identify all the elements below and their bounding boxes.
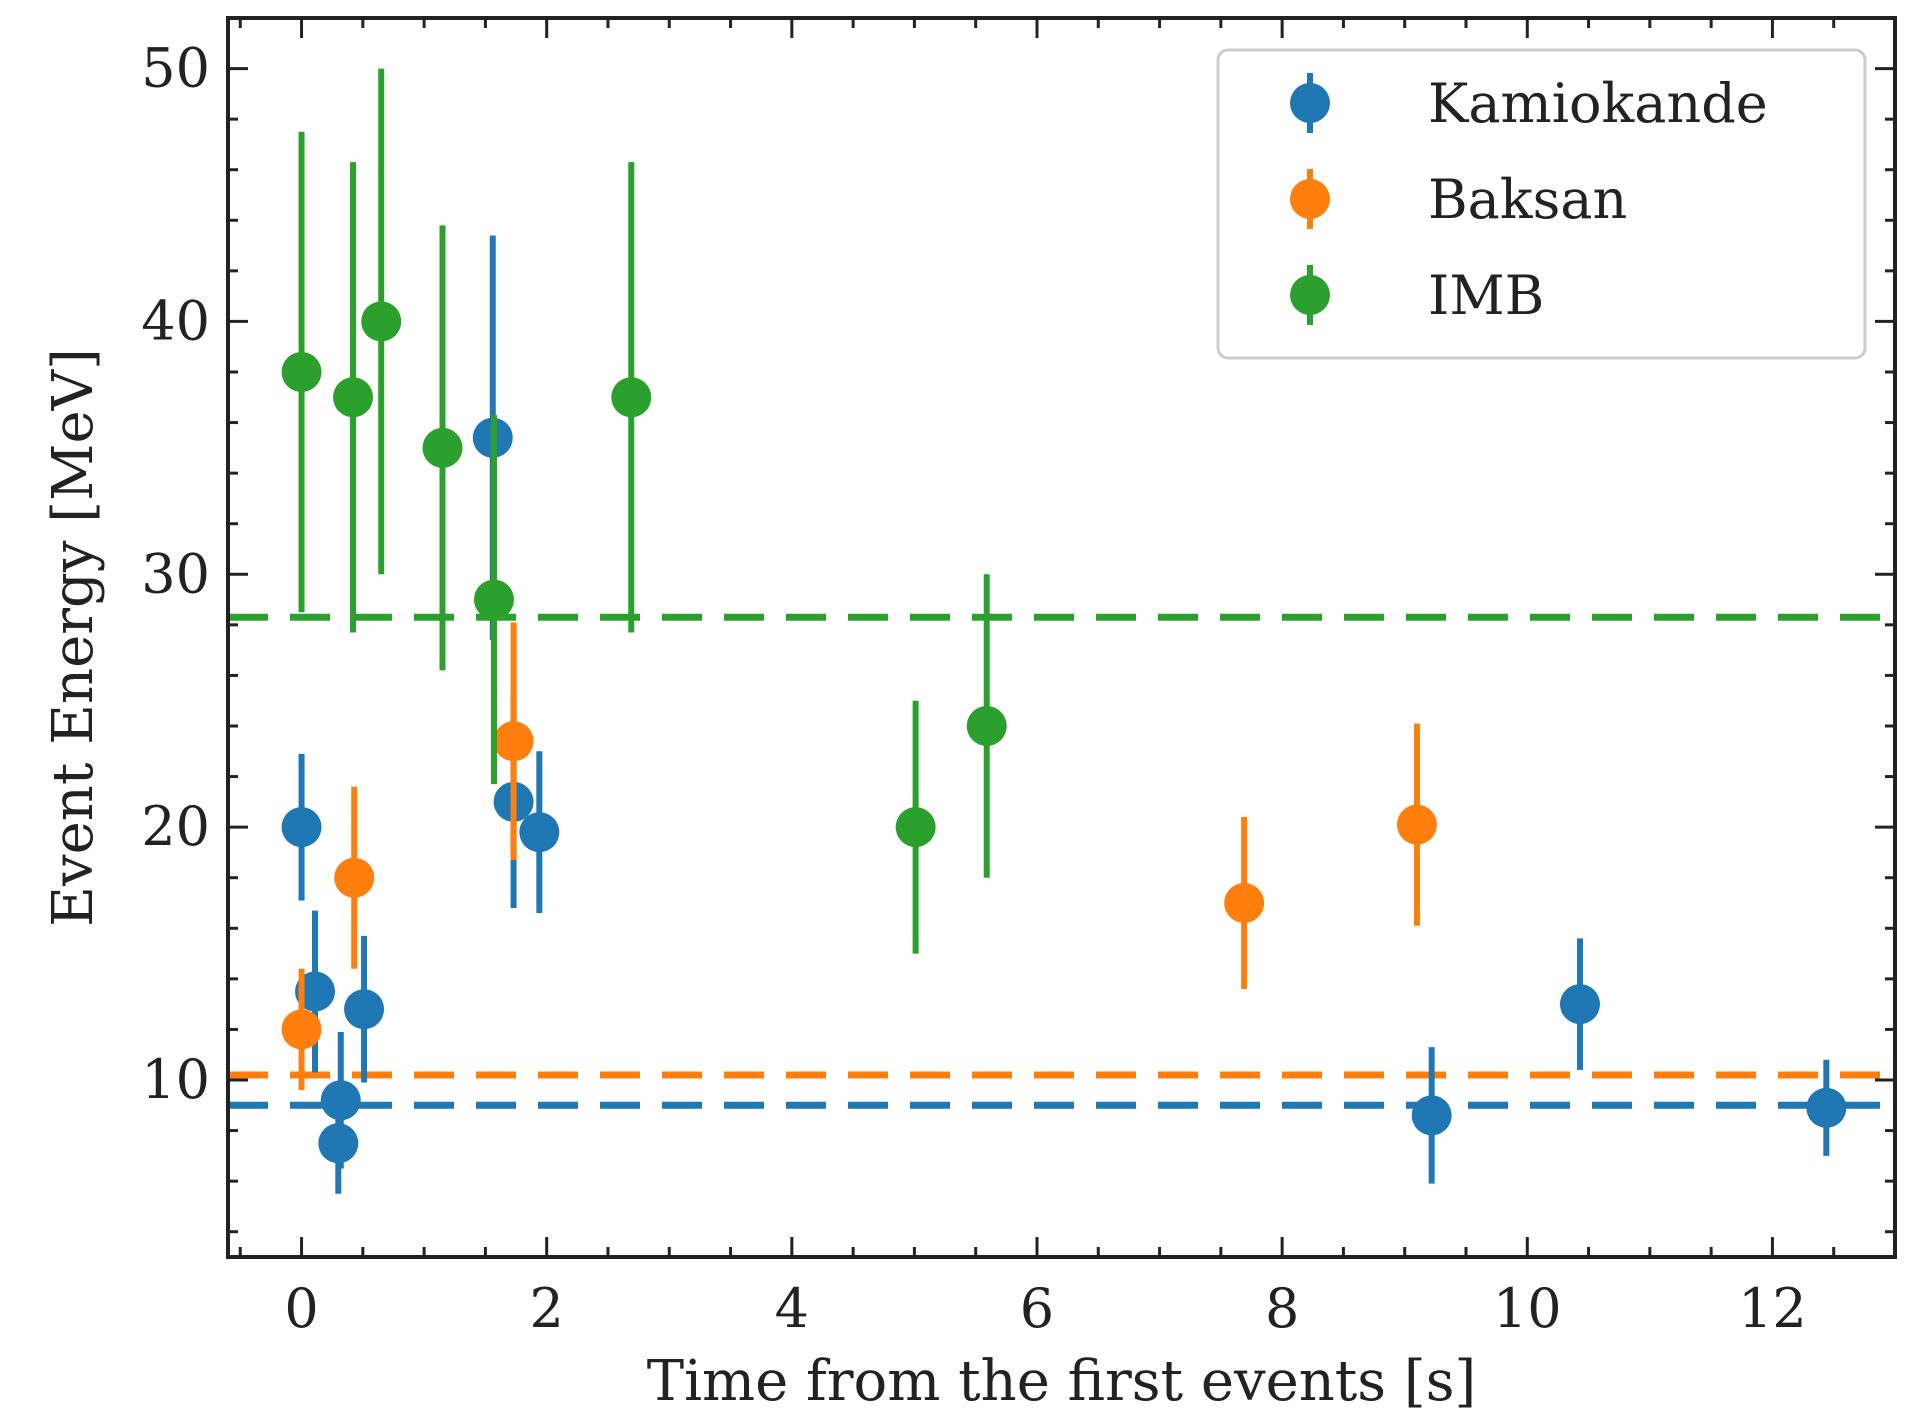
x-tick-label: 12 [1738,1277,1807,1340]
legend-label: Kamiokande [1428,72,1768,135]
data-point [281,1009,322,1050]
data-point [519,812,560,853]
legend-marker [1290,83,1330,123]
data-point [281,807,322,848]
legend-box [1216,48,1867,360]
legend-label: IMB [1428,264,1544,327]
data-point [473,579,514,620]
data-point [1559,984,1600,1025]
data-point [334,857,375,898]
legend-label: Baksan [1428,168,1627,231]
tick-labels: 0 2 4 6 8 10 12 10 20 30 40 50 [141,37,1807,1340]
x-tick-label: 0 [284,1277,318,1340]
data-point [281,352,322,392]
y-tick-label: 50 [141,37,210,100]
data-series [281,68,1847,1194]
series-baksan [281,622,1437,1091]
legend-marker [1290,179,1330,219]
data-point [1224,883,1265,923]
data-point [493,721,534,762]
y-tick-label: 30 [141,542,210,605]
series-imb [281,68,1007,954]
y-axis-label: Event Energy [MeV] [41,348,106,927]
data-point [320,1080,361,1121]
x-tick-label: 10 [1493,1277,1562,1340]
x-tick-label: 6 [1020,1277,1054,1340]
data-point [966,706,1007,746]
axis-ticks [228,16,1897,1257]
data-point [895,807,936,848]
data-point [361,301,402,342]
data-point [1396,804,1437,845]
reference-lines [228,613,1895,1109]
x-tick-label: 4 [775,1277,809,1340]
x-tick-label: 8 [1265,1277,1299,1340]
data-point [1806,1087,1847,1128]
legend-marker [1290,275,1330,315]
data-point [611,377,652,418]
y-tick-label: 10 [141,1048,210,1111]
data-point [333,377,374,418]
x-axis-label: Time from the first events [s] [647,1349,1477,1412]
plot-frame [226,16,1897,1259]
data-point [344,989,385,1030]
data-point [295,971,336,1012]
legend: Kamiokande Baksan IMB [1216,48,1867,360]
data-point [1411,1095,1452,1136]
y-tick-label: 20 [141,795,210,858]
x-tick-label: 2 [530,1277,564,1340]
data-point [422,427,463,468]
y-tick-label: 40 [141,289,210,352]
